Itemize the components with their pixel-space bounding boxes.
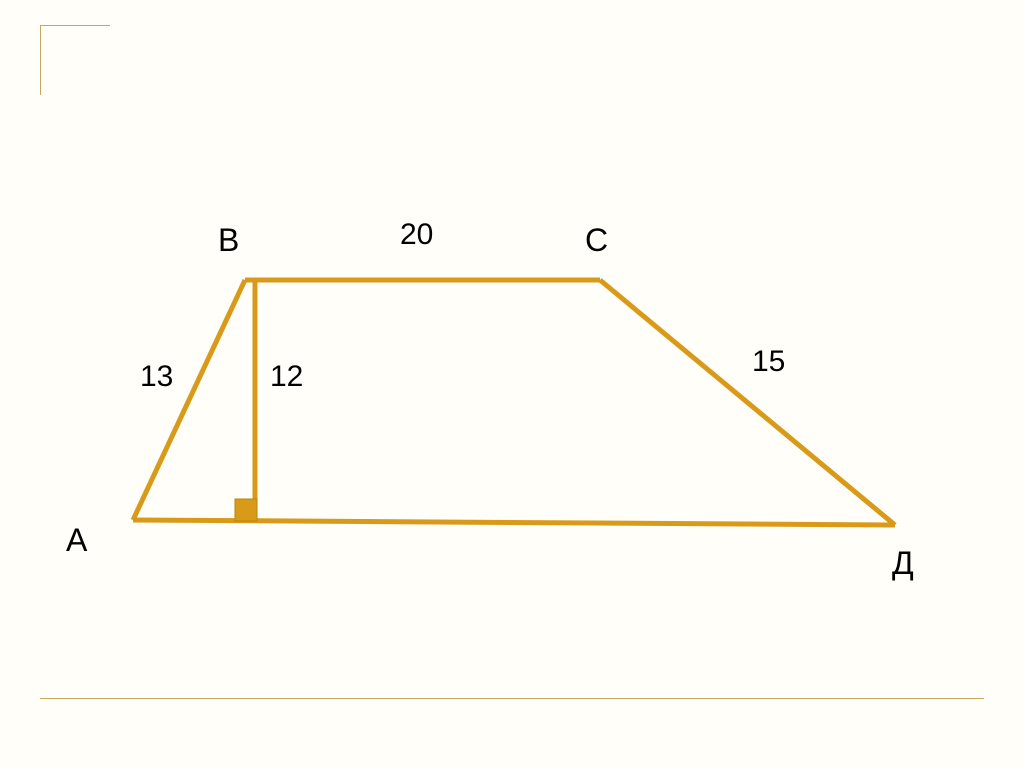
vertex-label-D: Д: [892, 545, 914, 582]
right-angle-marker: [235, 499, 257, 521]
side-CD: [600, 280, 895, 525]
vertex-label-A: А: [66, 522, 87, 559]
vertex-label-C: С: [585, 222, 608, 259]
altitude-label: 12: [270, 360, 303, 394]
edge-label-CD: 15: [752, 345, 785, 379]
vertex-label-B: В: [218, 222, 239, 259]
side-AB: [133, 280, 245, 520]
edge-label-BC: 20: [400, 218, 433, 252]
edge-label-AB: 13: [140, 360, 173, 394]
